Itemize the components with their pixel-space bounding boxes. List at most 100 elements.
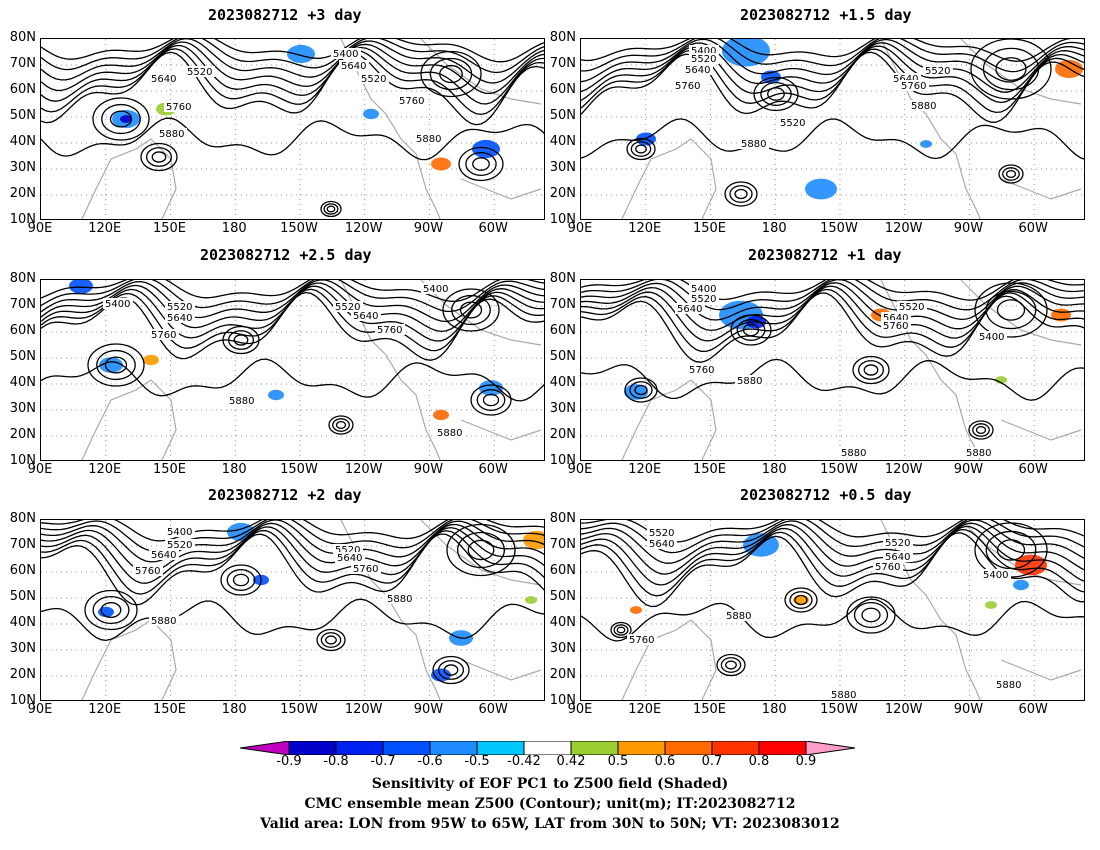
contour-label-bg bbox=[739, 138, 769, 149]
contour-label-bg bbox=[333, 544, 363, 555]
z500-closed-contour bbox=[852, 355, 890, 385]
contour-label: 5520 bbox=[691, 294, 716, 305]
map-plot: 5400 5400 5520 5520 5640 5640 5760 5760 5880 5880 bbox=[40, 279, 545, 461]
z500-contour bbox=[581, 525, 1084, 586]
contour-label: 5640 bbox=[649, 539, 674, 550]
lon-tick-label: 150W bbox=[280, 462, 318, 477]
lat-tick-label: 80N bbox=[549, 271, 576, 286]
contour-label-bg bbox=[883, 537, 913, 548]
z500-closed-contour bbox=[482, 393, 500, 407]
z500-closed-contour bbox=[467, 539, 495, 561]
lat-tick-label: 50N bbox=[549, 589, 576, 604]
colorbar-segment bbox=[476, 740, 525, 756]
lon-tick-label: 150E bbox=[692, 702, 726, 717]
sensitivity-shade bbox=[1013, 579, 1029, 591]
lon-tick-label: 60W bbox=[478, 702, 508, 717]
colorbar-segment bbox=[523, 740, 572, 756]
contour-label-bg bbox=[165, 301, 195, 312]
z500-contour bbox=[41, 520, 544, 553]
contour-label: 5640 bbox=[685, 65, 710, 76]
sensitivity-shade bbox=[99, 357, 123, 373]
lon-tick-label: 90W bbox=[413, 702, 444, 717]
z500-closed-contour bbox=[970, 39, 1052, 100]
z500-closed-contour bbox=[742, 323, 760, 337]
contour-label-bg bbox=[385, 593, 415, 604]
z500-closed-contour bbox=[975, 425, 987, 435]
lat-tick-label: 20N bbox=[9, 186, 36, 201]
contour-label-bg bbox=[897, 301, 927, 312]
sensitivity-shade bbox=[431, 157, 451, 171]
z500-closed-contour bbox=[429, 57, 473, 91]
z500-closed-contour bbox=[92, 97, 150, 141]
z500-closed-contour bbox=[985, 290, 1037, 330]
lat-tick-label: 70N bbox=[549, 56, 576, 71]
contour-label-bg bbox=[165, 539, 195, 550]
sensitivity-shade bbox=[98, 606, 114, 618]
colorbar-scale bbox=[239, 740, 856, 756]
z500-contour bbox=[581, 285, 1084, 342]
z500-closed-contour bbox=[996, 539, 1026, 561]
z500-closed-contour bbox=[635, 144, 647, 154]
lon-tick-label: 120E bbox=[628, 221, 662, 236]
sensitivity-shade bbox=[630, 606, 642, 614]
colorbar-level-label: -0.6 bbox=[417, 754, 443, 769]
contour-label-bg bbox=[164, 101, 194, 112]
z500-closed-contour bbox=[96, 349, 136, 381]
sensitivity-shade bbox=[985, 601, 997, 609]
lon-tick-label: 150E bbox=[152, 462, 186, 477]
contour-label: 5760 bbox=[399, 96, 424, 107]
lat-tick-label: 10N bbox=[549, 453, 576, 468]
panel-title: 2023082712 +3 day bbox=[208, 6, 362, 24]
contour-label: 5520 bbox=[691, 54, 716, 65]
coastline bbox=[81, 39, 542, 219]
lat-tick-label: 60N bbox=[9, 82, 36, 97]
z500-closed-contour bbox=[476, 389, 506, 411]
lat-tick-label: 30N bbox=[9, 641, 36, 656]
contour-label-bg bbox=[103, 298, 133, 309]
z500-closed-contour bbox=[145, 147, 173, 167]
contour-label-bg bbox=[724, 610, 754, 621]
contour-label-bg bbox=[881, 320, 911, 331]
z500-closed-contour bbox=[222, 325, 260, 355]
lon-tick-label: 150W bbox=[280, 702, 318, 717]
contour-label: 5520 bbox=[167, 540, 192, 551]
z500-closed-contour bbox=[730, 314, 772, 346]
z500-closed-contour bbox=[326, 205, 336, 213]
sensitivity-shade bbox=[268, 389, 284, 401]
colorbar-segment bbox=[664, 740, 713, 756]
lon-tick-label: 120W bbox=[344, 462, 383, 477]
lat-tick-label: 80N bbox=[9, 511, 36, 526]
lat-tick-label: 70N bbox=[549, 537, 576, 552]
contour-label: 5880 bbox=[911, 101, 936, 112]
z500-closed-contour bbox=[974, 282, 1048, 338]
z500-contour bbox=[41, 520, 544, 542]
lon-tick-label: 180 bbox=[761, 702, 787, 717]
contour-label: 5760 bbox=[629, 635, 654, 646]
z500-contour bbox=[581, 598, 1084, 642]
colorbar-segment bbox=[617, 740, 666, 756]
lon-tick-label: 90E bbox=[567, 702, 593, 717]
z500-closed-contour bbox=[109, 110, 133, 128]
z500-closed-contour bbox=[996, 299, 1026, 321]
z500-contour bbox=[41, 117, 544, 161]
sensitivity-shade bbox=[805, 178, 837, 200]
sensitivity-shade bbox=[143, 354, 159, 366]
contour-label: 5520 bbox=[899, 302, 924, 313]
z500-closed-contour bbox=[459, 301, 483, 319]
map-plot: 5520 5640 5520 5640 5760 5400 5880 5760 5880 5880 bbox=[580, 519, 1085, 701]
contour-label-bg bbox=[778, 117, 808, 128]
caption-contour: CMC ensemble mean Z500 (Contour); unit(m… bbox=[304, 796, 796, 812]
lon-tick-label: 90W bbox=[953, 462, 984, 477]
colorbar-level-label: -0.7 bbox=[370, 754, 396, 769]
lat-tick-label: 10N bbox=[549, 212, 576, 227]
contour-label-bg bbox=[923, 65, 953, 76]
lon-tick-label: 120E bbox=[88, 702, 122, 717]
contour-label: 5880 bbox=[996, 680, 1021, 691]
map-plot: 5400 5520 5640 5760 5520 5640 5760 5520 5880 5880 bbox=[580, 38, 1085, 220]
panel-title: 2023082712 +2.5 day bbox=[200, 246, 372, 264]
lat-tick-label: 60N bbox=[549, 82, 576, 97]
colorbar-level-label: 0.5 bbox=[607, 754, 629, 769]
contour-label-bg bbox=[149, 329, 179, 340]
z500-closed-contour bbox=[87, 343, 145, 387]
